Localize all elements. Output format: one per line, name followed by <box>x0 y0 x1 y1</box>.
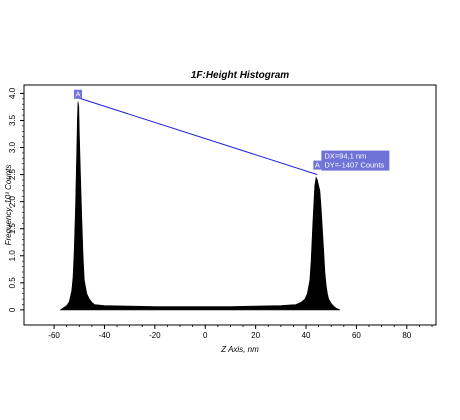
x-tick-label: 80 <box>402 331 411 340</box>
y-axis-label: Frequency, 10³ Counts <box>4 165 13 246</box>
y-axis: 0 0.5 1.0 1.5 2.0 2.5 3.0 3.5 4.0 <box>8 87 24 312</box>
marker-a-start <box>74 89 83 99</box>
x-tick-label: 60 <box>352 331 361 340</box>
y-tick-label: 1.0 <box>8 250 17 262</box>
x-tick-label: 40 <box>302 331 311 340</box>
marker-a-start-label: A <box>76 90 81 99</box>
marker-a-end-label: A <box>315 161 320 170</box>
x-axis-label: Z Axis, nm <box>220 345 259 354</box>
measure-dx-text: DX=94,1 nm <box>324 152 366 161</box>
plot-area <box>23 84 437 326</box>
measure-line <box>77 97 318 176</box>
y-tick-label: 2.0 <box>8 196 17 208</box>
x-tick-label: -20 <box>149 331 161 340</box>
marker-a-end <box>313 160 322 170</box>
y-tick-label: 1.5 <box>8 223 17 235</box>
y-tick-label: 0 <box>8 307 17 312</box>
y-tick-label: 2.5 <box>8 168 17 180</box>
histogram-area-0 <box>59 101 341 311</box>
x-tick-label: 0 <box>203 331 208 340</box>
y-tick-label: 3.5 <box>8 114 17 126</box>
chart-title: 1F:Height Histogram <box>191 70 289 81</box>
x-axis: -60 -40 -20 0 20 40 60 80 <box>48 325 433 340</box>
y-tick-label: 0.5 <box>8 277 17 289</box>
y-tick-label: 3.0 <box>8 141 17 153</box>
x-tick-label: 20 <box>251 331 260 340</box>
x-tick-label: -60 <box>48 331 60 340</box>
y-tick-label: 4.0 <box>8 87 17 99</box>
measure-dy-text: DY=-1407 Counts <box>324 161 384 170</box>
measure-readout-box <box>321 150 390 171</box>
x-tick-label: -40 <box>99 331 111 340</box>
histogram-series <box>59 101 341 311</box>
